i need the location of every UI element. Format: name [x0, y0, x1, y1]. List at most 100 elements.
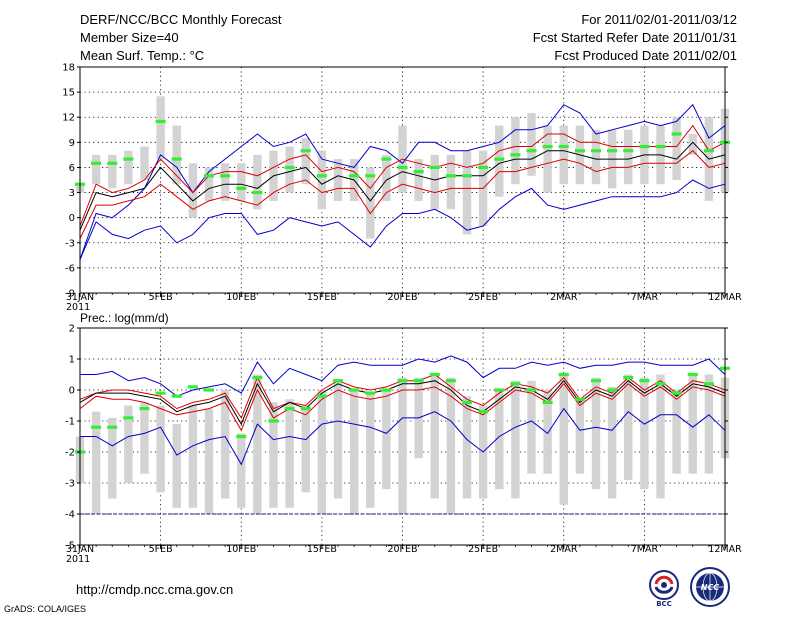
x-tick-label: 25FEB — [468, 544, 498, 555]
obs-marker — [478, 410, 489, 414]
ensemble-box — [446, 377, 456, 514]
ensemble-box — [624, 129, 633, 185]
ensemble-box — [301, 405, 310, 493]
obs-marker — [590, 149, 602, 153]
ensemble-box — [91, 411, 101, 514]
obs-marker — [365, 174, 376, 178]
obs-marker — [91, 425, 102, 429]
obs-marker — [655, 144, 666, 149]
obs-marker — [236, 434, 247, 439]
obs-marker — [639, 144, 650, 149]
ensemble-box — [672, 390, 681, 474]
ensemble-box — [333, 380, 343, 499]
obs-marker — [284, 165, 295, 170]
ensemble-box — [333, 159, 343, 201]
y-tick-label: -1 — [65, 417, 75, 428]
obs-marker — [445, 379, 456, 383]
obs-marker — [300, 407, 311, 411]
obs-marker — [365, 391, 376, 395]
x-tick-label: 20FEB — [387, 292, 417, 303]
obs-marker — [397, 165, 408, 170]
ensemble-box — [220, 163, 230, 201]
obs-marker — [558, 372, 569, 377]
obs-marker — [171, 394, 182, 398]
ensemble-box — [414, 159, 423, 201]
obs-marker — [445, 174, 456, 178]
ensemble-box — [398, 377, 407, 514]
ensemble-box — [495, 390, 504, 490]
x-tick-label: 5FEB — [149, 292, 173, 303]
y-tick-label: -3 — [65, 238, 75, 249]
ensemble-box — [237, 163, 246, 201]
obs-marker — [155, 391, 166, 395]
obs-marker — [703, 149, 714, 153]
obs-marker — [590, 379, 602, 383]
obs-marker — [203, 174, 215, 178]
x-tick-label: 12MAR — [708, 544, 742, 555]
footer-url[interactable]: http://cmdp.ncc.cma.gov.cn — [76, 582, 234, 597]
obs-marker — [381, 388, 392, 392]
obs-marker — [349, 174, 360, 178]
obs-marker — [332, 379, 344, 383]
y-tick-label: 3 — [69, 188, 75, 199]
obs-marker — [494, 157, 505, 161]
median-line — [79, 141, 726, 231]
y-tick-label: 15 — [62, 88, 75, 99]
y-tick-label: 0 — [69, 213, 75, 224]
ensemble-box — [688, 133, 697, 155]
obs-marker — [623, 376, 634, 380]
ensemble-box — [366, 393, 375, 508]
obs-marker — [300, 149, 311, 153]
x-tick-label: 31JAN — [66, 544, 94, 555]
ensemble-box — [527, 113, 536, 176]
ensemble-box — [688, 374, 697, 474]
ensemble-box — [124, 150, 133, 185]
ensemble-box — [591, 377, 601, 490]
obs-marker — [607, 388, 618, 392]
y-tick-label: 9 — [69, 138, 75, 149]
ensemble-box — [124, 405, 133, 483]
obs-marker — [639, 379, 650, 383]
ensemble-box — [366, 167, 375, 239]
ensemble-box — [285, 399, 294, 508]
obs-marker — [671, 391, 682, 395]
ensemble-box — [656, 374, 665, 499]
y-tick-label: 0 — [69, 386, 75, 397]
y-tick-label: -3 — [65, 479, 75, 490]
ensemble-box — [237, 433, 246, 508]
ensemble-box — [559, 125, 568, 185]
obs-marker — [107, 425, 118, 429]
obs-marker — [171, 157, 182, 161]
obs-marker — [461, 174, 473, 178]
ensemble-box — [511, 117, 520, 185]
obs-marker — [494, 388, 505, 392]
obs-marker — [558, 144, 569, 149]
ensemble-box — [527, 380, 536, 474]
obs-marker — [187, 385, 198, 389]
obs-marker — [574, 149, 585, 153]
ensemble-box — [188, 405, 198, 508]
ncc-logo-text: NCC — [701, 583, 720, 592]
obs-marker — [316, 174, 327, 178]
bcc-logo: BCC — [649, 570, 679, 608]
prec-title: Prec.: log(mm/d) — [80, 311, 169, 325]
ensemble-box — [575, 399, 585, 474]
fcst-produced-label: Fcst Produced Date 2011/02/01 — [554, 48, 737, 63]
p75-line — [79, 124, 726, 227]
x-tick-label: 15FEB — [307, 292, 337, 303]
ensemble-box — [543, 390, 552, 474]
ensemble-box — [462, 396, 472, 499]
obs-marker — [236, 186, 247, 190]
obs-marker — [349, 388, 360, 392]
min-line — [79, 179, 726, 260]
y-tick-label: -5 — [65, 541, 75, 552]
year-label: 2011 — [66, 554, 90, 565]
ensemble-box — [269, 402, 278, 508]
obs-marker — [542, 400, 553, 404]
obs-marker — [413, 379, 424, 383]
ensemble-box — [188, 163, 198, 218]
ensemble-box — [172, 125, 181, 185]
ensemble-box — [640, 377, 649, 490]
footer-credit: GrADS: COLA/IGES — [4, 604, 87, 614]
